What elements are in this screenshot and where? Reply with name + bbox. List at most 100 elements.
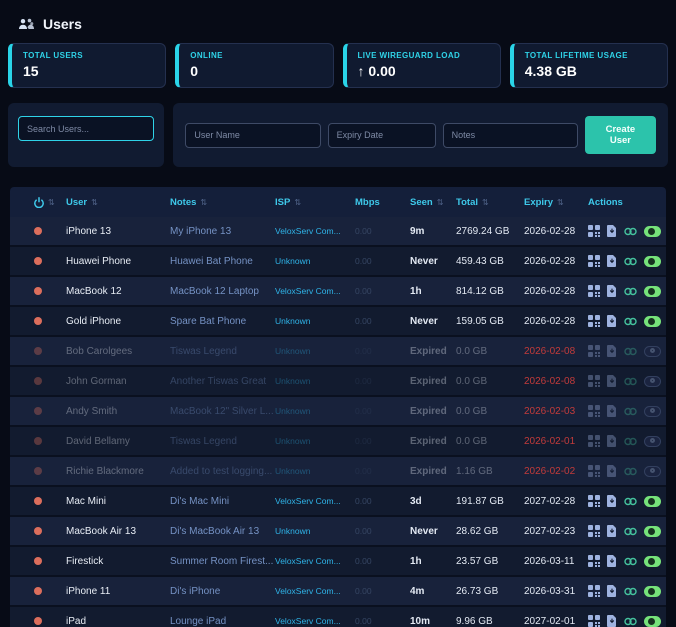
qr-code-icon[interactable] bbox=[588, 375, 600, 387]
seen-cell: 10m bbox=[410, 616, 456, 627]
expiry-date-field[interactable] bbox=[328, 123, 436, 148]
col-header-total[interactable]: Total ⇅ bbox=[456, 197, 524, 208]
col-header-expiry[interactable]: Expiry ⇅ bbox=[524, 197, 588, 208]
enable-toggle[interactable] bbox=[644, 376, 661, 387]
qr-code-icon[interactable] bbox=[588, 225, 600, 237]
link-icon[interactable] bbox=[624, 286, 637, 297]
qr-code-icon[interactable] bbox=[588, 615, 600, 627]
col-header-mbps[interactable]: Mbps bbox=[355, 197, 410, 208]
create-user-button[interactable]: Create User bbox=[585, 116, 656, 154]
qr-code-icon[interactable] bbox=[588, 495, 600, 507]
status-dot bbox=[34, 587, 42, 595]
expiry-date-cell: 2026-02-03 bbox=[524, 406, 588, 417]
mbps-cell: 0.00 bbox=[355, 586, 410, 596]
col-header-status[interactable]: ⇅ bbox=[22, 197, 66, 208]
link-icon[interactable] bbox=[624, 226, 637, 237]
qr-code-icon[interactable] bbox=[588, 555, 600, 567]
col-header-seen[interactable]: Seen ⇅ bbox=[410, 197, 456, 208]
enable-toggle[interactable] bbox=[644, 466, 661, 477]
qr-code-icon[interactable] bbox=[588, 345, 600, 357]
mbps-cell: 0.00 bbox=[355, 526, 410, 536]
col-header-actions: Actions bbox=[588, 197, 654, 208]
config-file-download-icon[interactable] bbox=[607, 465, 617, 477]
username-field[interactable] bbox=[185, 123, 320, 148]
qr-code-icon[interactable] bbox=[588, 405, 600, 417]
page-header: Users bbox=[0, 0, 676, 32]
link-icon[interactable] bbox=[624, 316, 637, 327]
link-icon[interactable] bbox=[624, 586, 637, 597]
mbps-cell: 0.00 bbox=[355, 616, 410, 626]
link-icon[interactable] bbox=[624, 406, 637, 417]
enable-toggle[interactable] bbox=[644, 586, 661, 597]
stats-row: TOTAL USERS 15 ONLINE 0 LIVE WIREGUARD L… bbox=[8, 43, 668, 88]
qr-code-icon[interactable] bbox=[588, 585, 600, 597]
seen-cell: 4m bbox=[410, 586, 456, 597]
config-file-download-icon[interactable] bbox=[607, 285, 617, 297]
link-icon[interactable] bbox=[624, 616, 637, 627]
user-name-cell: David Bellamy bbox=[66, 436, 170, 447]
col-header-user[interactable]: User ⇅ bbox=[66, 197, 170, 208]
expiry-date-cell: 2027-02-23 bbox=[524, 526, 588, 537]
enable-toggle[interactable] bbox=[644, 346, 661, 357]
config-file-download-icon[interactable] bbox=[607, 585, 617, 597]
enable-toggle[interactable] bbox=[644, 256, 661, 267]
status-dot bbox=[34, 287, 42, 295]
col-header-isp[interactable]: ISP ⇅ bbox=[275, 197, 355, 208]
search-input[interactable] bbox=[18, 116, 154, 141]
config-file-download-icon[interactable] bbox=[607, 225, 617, 237]
filter-bar: Create User bbox=[8, 103, 668, 167]
enable-toggle[interactable] bbox=[644, 496, 661, 507]
status-dot bbox=[34, 467, 42, 475]
enable-toggle[interactable] bbox=[644, 436, 661, 447]
config-file-download-icon[interactable] bbox=[607, 345, 617, 357]
link-icon[interactable] bbox=[624, 556, 637, 567]
qr-code-icon[interactable] bbox=[588, 465, 600, 477]
qr-code-icon[interactable] bbox=[588, 435, 600, 447]
enable-toggle[interactable] bbox=[644, 286, 661, 297]
enable-toggle[interactable] bbox=[644, 556, 661, 567]
link-icon[interactable] bbox=[624, 256, 637, 267]
link-icon[interactable] bbox=[624, 466, 637, 477]
enable-toggle[interactable] bbox=[644, 406, 661, 417]
config-file-download-icon[interactable] bbox=[607, 555, 617, 567]
qr-code-icon[interactable] bbox=[588, 285, 600, 297]
link-icon[interactable] bbox=[624, 526, 637, 537]
config-file-download-icon[interactable] bbox=[607, 525, 617, 537]
link-icon[interactable] bbox=[624, 376, 637, 387]
sort-icon: ⇅ bbox=[294, 198, 301, 207]
link-icon[interactable] bbox=[624, 346, 637, 357]
col-header-notes[interactable]: Notes ⇅ bbox=[170, 197, 275, 208]
user-name-cell: iPhone 11 bbox=[66, 586, 170, 597]
notes-field[interactable] bbox=[443, 123, 578, 148]
link-icon[interactable] bbox=[624, 436, 637, 447]
link-icon[interactable] bbox=[624, 496, 637, 507]
config-file-download-icon[interactable] bbox=[607, 315, 617, 327]
enable-toggle[interactable] bbox=[644, 226, 661, 237]
config-file-download-icon[interactable] bbox=[607, 495, 617, 507]
user-notes-cell: Lounge iPad bbox=[170, 616, 275, 627]
config-file-download-icon[interactable] bbox=[607, 435, 617, 447]
user-notes-cell: Tiswas Legend bbox=[170, 346, 275, 357]
config-file-download-icon[interactable] bbox=[607, 615, 617, 627]
toggle-knob bbox=[648, 288, 655, 295]
enable-toggle[interactable] bbox=[644, 316, 661, 327]
config-file-download-icon[interactable] bbox=[607, 255, 617, 267]
page-title: Users bbox=[43, 16, 82, 32]
qr-code-icon[interactable] bbox=[588, 525, 600, 537]
expiry-date-cell: 2026-02-08 bbox=[524, 346, 588, 357]
actions-cell bbox=[588, 405, 661, 417]
isp-cell: Unknown bbox=[275, 436, 355, 446]
seen-cell: 1h bbox=[410, 286, 456, 297]
actions-cell bbox=[588, 585, 661, 597]
config-file-download-icon[interactable] bbox=[607, 405, 617, 417]
sort-icon: ⇅ bbox=[557, 198, 564, 207]
toggle-knob bbox=[648, 528, 655, 535]
qr-code-icon[interactable] bbox=[588, 255, 600, 267]
stat-card: LIVE WIREGUARD LOAD ↑ 0.00 bbox=[343, 43, 501, 88]
mbps-cell: 0.00 bbox=[355, 286, 410, 296]
config-file-download-icon[interactable] bbox=[607, 375, 617, 387]
enable-toggle[interactable] bbox=[644, 526, 661, 537]
enable-toggle[interactable] bbox=[644, 616, 661, 627]
qr-code-icon[interactable] bbox=[588, 315, 600, 327]
total-usage-cell: 9.96 GB bbox=[456, 616, 524, 627]
